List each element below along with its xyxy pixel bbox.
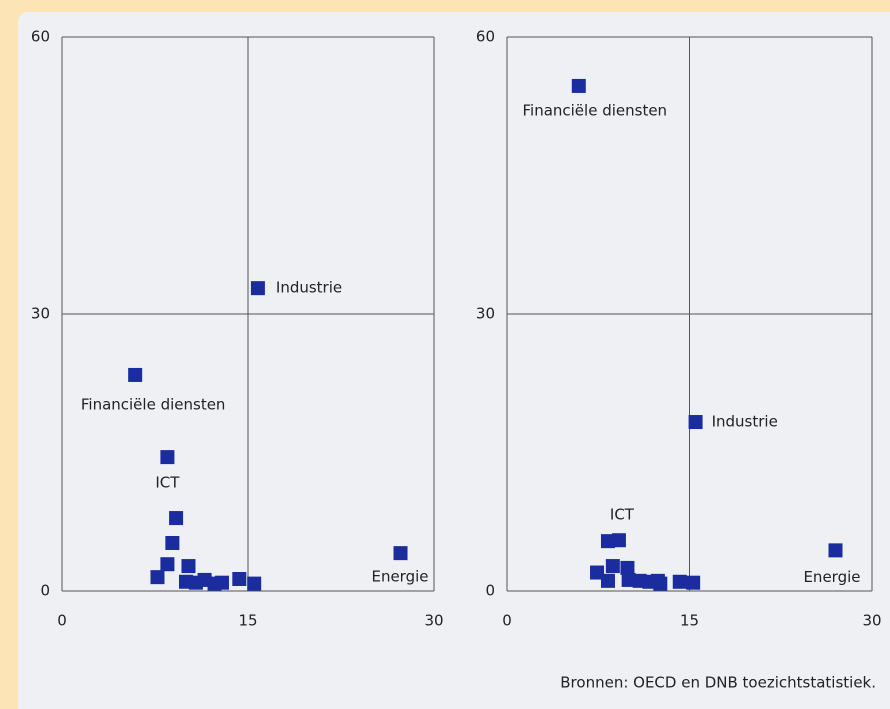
point-label: Energie xyxy=(371,568,428,586)
point xyxy=(620,560,635,575)
source-note: Bronnen: OECD en DNB toezichtstatistiek. xyxy=(560,674,876,692)
x-tick-label: 0 xyxy=(57,612,67,630)
point xyxy=(600,534,615,549)
point xyxy=(605,559,620,574)
point xyxy=(232,571,247,586)
point xyxy=(600,573,615,588)
y-tick-label: 0 xyxy=(485,582,495,600)
y-tick-label: 0 xyxy=(40,582,50,600)
point xyxy=(611,533,626,548)
point-label: Financiële diensten xyxy=(522,101,667,119)
x-tick-label: 15 xyxy=(238,612,257,630)
point-label: Financiële diensten xyxy=(81,395,226,413)
y-tick-label: 60 xyxy=(476,28,495,46)
point xyxy=(165,535,180,550)
x-tick-label: 30 xyxy=(424,612,443,630)
point xyxy=(169,511,184,526)
x-tick-label: 30 xyxy=(862,612,881,630)
y-tick-label: 30 xyxy=(31,305,50,323)
point xyxy=(150,570,165,585)
panel xyxy=(18,12,890,709)
point-label: Energie xyxy=(803,568,860,586)
x-tick-label: 0 xyxy=(502,612,512,630)
point xyxy=(128,367,143,382)
point xyxy=(828,543,843,558)
point xyxy=(160,450,175,465)
point xyxy=(214,575,229,590)
y-tick-label: 60 xyxy=(31,28,50,46)
point xyxy=(571,78,586,93)
point-label: ICT xyxy=(155,474,180,492)
point xyxy=(688,415,703,430)
point xyxy=(672,574,687,589)
point-label: Industrie xyxy=(276,279,342,297)
point xyxy=(621,572,636,587)
point xyxy=(393,546,408,561)
point xyxy=(247,576,262,591)
point xyxy=(250,281,265,296)
point-label: Industrie xyxy=(712,413,778,431)
point xyxy=(590,565,605,580)
point xyxy=(686,575,701,590)
point-label: ICT xyxy=(610,506,635,524)
x-tick-label: 15 xyxy=(680,612,699,630)
point xyxy=(160,557,175,572)
point xyxy=(653,576,668,591)
point xyxy=(181,559,196,574)
y-tick-label: 30 xyxy=(476,305,495,323)
